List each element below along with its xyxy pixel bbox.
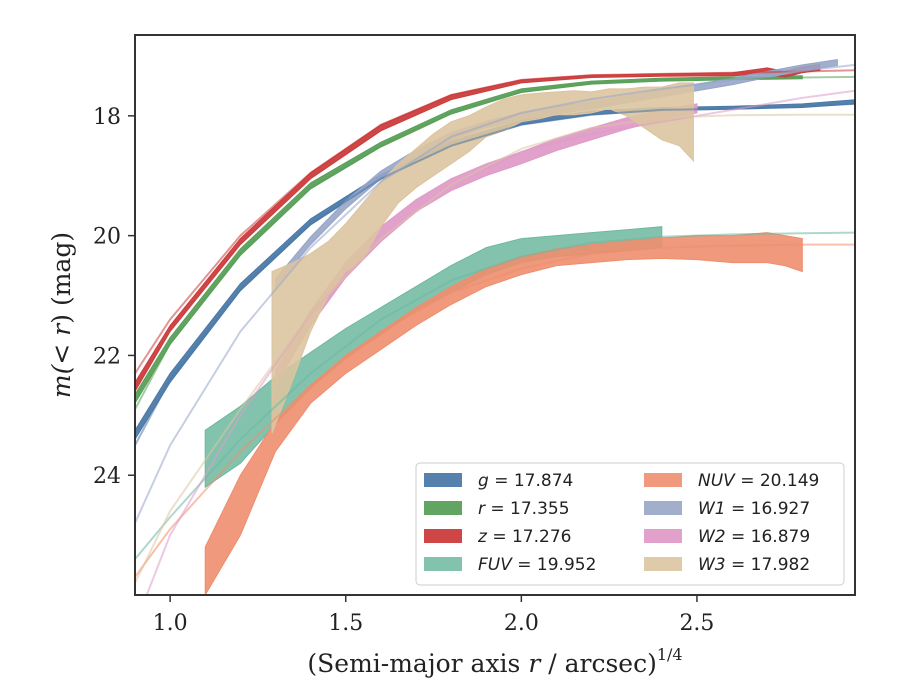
- x-tick-label: 2.0: [504, 611, 539, 636]
- legend-swatch-fuv: [424, 557, 462, 571]
- x-axis-label-main: (Semi-major axis: [307, 649, 528, 678]
- y-axis-label-tail: ) (mag): [47, 232, 76, 324]
- x-axis-label-tail: / arcsec): [540, 649, 657, 678]
- legend-swatch-w3: [644, 557, 682, 571]
- band-r: [135, 75, 803, 405]
- y-axis-label-main: m(: [47, 363, 76, 398]
- legend-swatch-r: [424, 501, 462, 515]
- model-line-fuv: [135, 231, 855, 560]
- legend-entry-w3: W3 = 17.982: [698, 555, 810, 575]
- legend-entry-w2: W2 = 16.879: [698, 527, 810, 547]
- band-nuv: [204, 232, 803, 595]
- x-axis-label-var: r: [528, 649, 542, 678]
- x-axis-label: (Semi-major axis r / arcsec)1/4: [307, 645, 682, 678]
- legend-entry-z: z = 17.276: [477, 527, 571, 547]
- legend-swatch-w2: [644, 529, 682, 543]
- legend-swatch-nuv: [644, 473, 682, 487]
- y-tick-label: 20: [93, 225, 121, 250]
- legend-box: [415, 462, 845, 586]
- band-w2: [275, 103, 698, 388]
- legend-entry-nuv: NUV = 20.149: [698, 471, 819, 491]
- model-line-w3: [135, 113, 855, 584]
- x-tick-label: 1.0: [153, 611, 188, 636]
- legend-entry-g: g = 17.874: [478, 471, 573, 491]
- model-line-w1: [135, 63, 855, 524]
- x-tick-label: 2.5: [679, 611, 714, 636]
- legend-swatch-w1: [644, 501, 682, 515]
- legend-entry-r: r = 17.355: [478, 499, 570, 519]
- y-tick-label: 22: [93, 344, 121, 369]
- model-line-w2: [145, 89, 855, 595]
- legend-entry-fuv: FUV = 19.952: [478, 555, 596, 575]
- x-tick-label: 1.5: [328, 611, 363, 636]
- y-axis-label-mid: < r: [47, 322, 76, 365]
- band-w3: [271, 82, 694, 434]
- legend-swatch-g: [424, 473, 462, 487]
- model-line-layer: [135, 63, 855, 595]
- y-tick-label: 24: [93, 464, 121, 489]
- model-line-nuv: [135, 243, 855, 578]
- plot-frame: [134, 34, 856, 596]
- legend-swatch-z: [424, 529, 462, 543]
- y-axis-label: m(< r) (mag): [47, 232, 76, 398]
- y-tick-label: 18: [93, 105, 121, 130]
- legend-entry-w1: W1 = 16.927: [698, 499, 810, 519]
- y-axis: 18 20 22 24: [93, 105, 135, 489]
- model-line-z: [135, 69, 855, 374]
- legend: g = 17.874 r = 17.355 z = 17.276 FUV = 19.9…: [415, 462, 845, 586]
- x-axis: 1.0 1.5 2.0 2.5: [153, 595, 714, 636]
- x-axis-label-sup: 1/4: [657, 645, 683, 664]
